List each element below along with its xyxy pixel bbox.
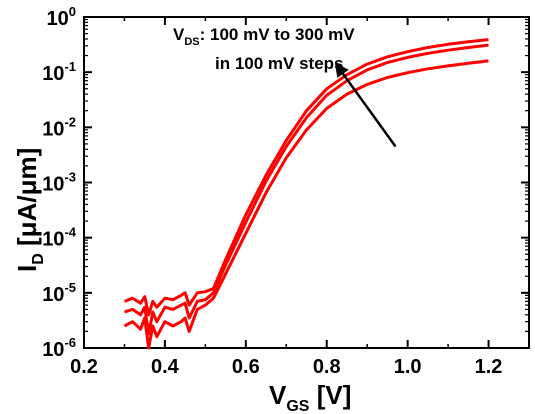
y-tick-label: 10-5 (42, 280, 76, 306)
x-tick-label: 0.4 (151, 356, 180, 378)
series-group (123, 38, 489, 350)
direction-arrow (334, 62, 397, 148)
y-axis-title: ID [μA/μm] (12, 148, 47, 272)
x-tick-labels: 0.2 0.4 0.6 0.8 1.0 1.2 (70, 356, 502, 378)
x-axis-title: VGS [V] (269, 380, 351, 414)
series-line-3 (123, 38, 489, 317)
series-line-1 (123, 59, 489, 350)
y-tick-label: 10-3 (42, 170, 76, 196)
x-tick-label: 0.2 (70, 356, 98, 378)
annotation-line-1: VDS: 100 mV to 300 mV (173, 25, 355, 48)
x-tick-label: 0.6 (232, 356, 260, 378)
series-line-2 (124, 43, 489, 336)
y-tick-label: 10-2 (42, 114, 76, 140)
y-tick-label: 10-1 (42, 59, 76, 85)
y-tick-label: 10-6 (42, 335, 76, 361)
x-tick-label: 1.0 (394, 356, 422, 378)
x-tick-label: 1.2 (475, 356, 503, 378)
y-tick-labels: 100 10-1 10-2 10-3 10-4 10-5 10-6 (42, 4, 77, 361)
x-tick-label: 0.8 (313, 356, 341, 378)
arrow-shaft (342, 73, 397, 148)
arrow-head (334, 62, 349, 78)
y-tick-label: 100 (47, 4, 76, 30)
y-tick-label: 10-4 (42, 225, 77, 251)
annotation-line-2: in 100 mV steps (215, 54, 344, 73)
axis-ticks (83, 16, 529, 349)
